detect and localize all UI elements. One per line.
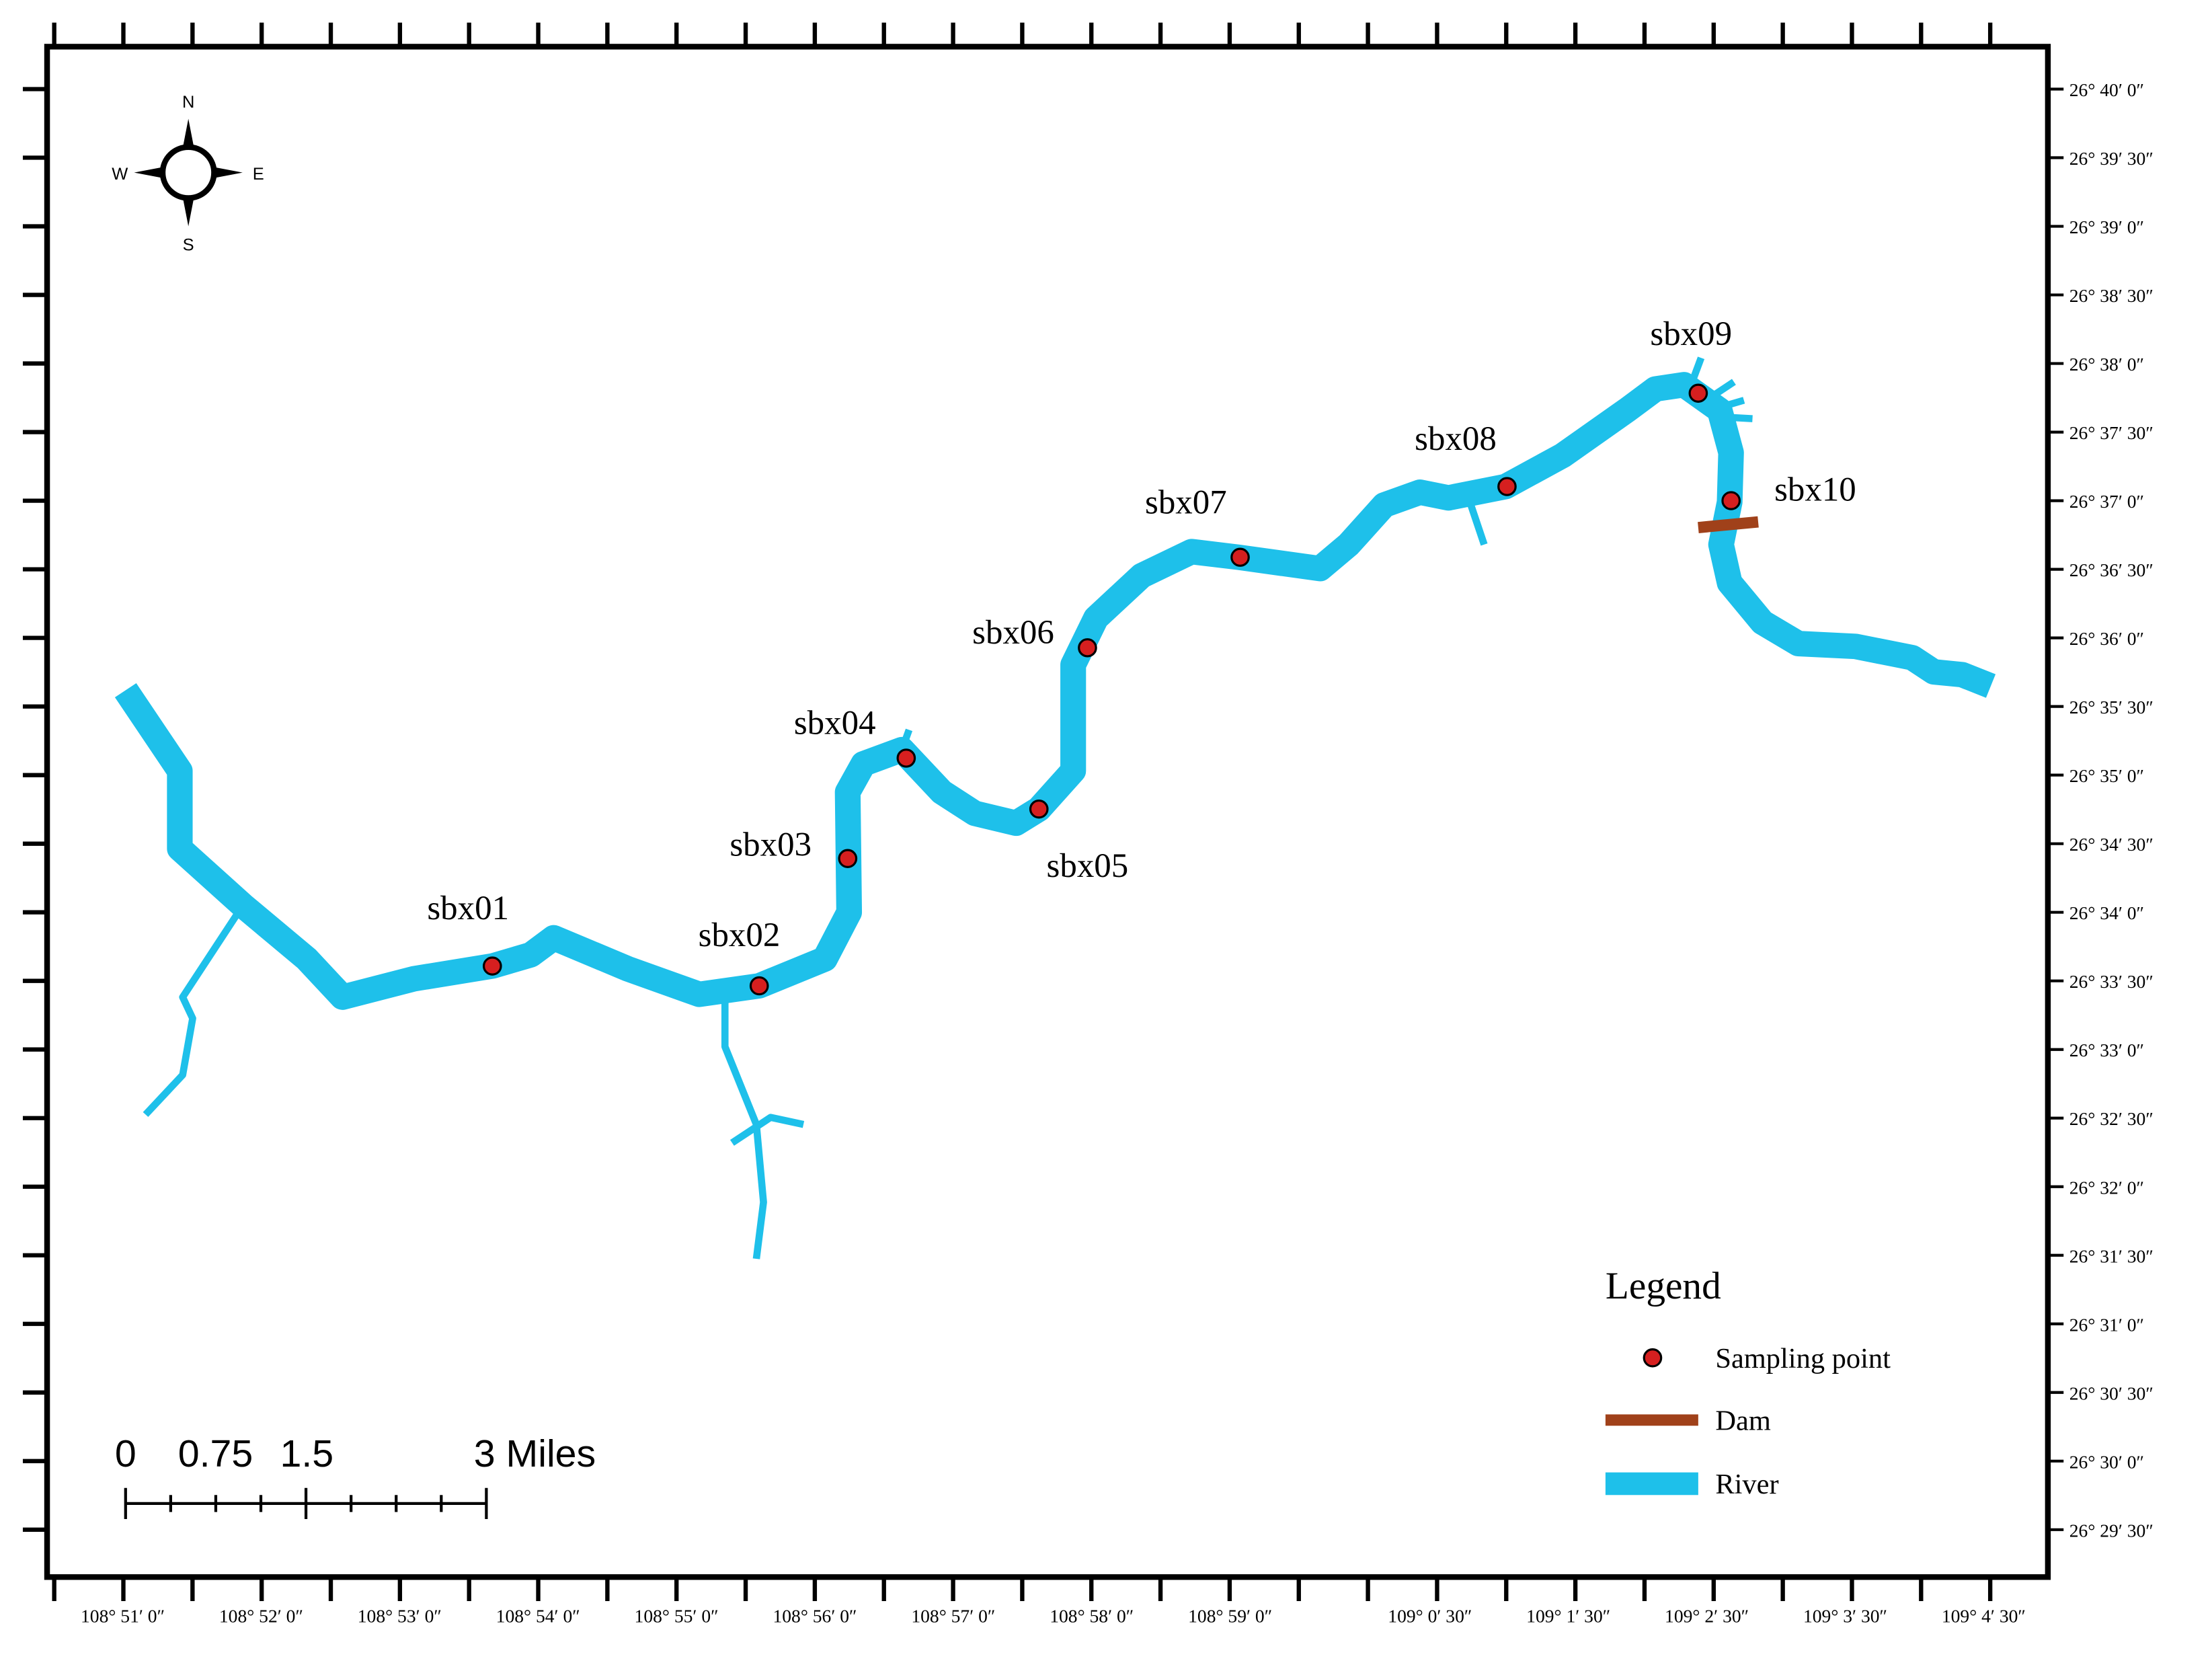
- point-label: sbx06: [972, 613, 1054, 651]
- tributary: [1719, 397, 1745, 411]
- sampling-point: [896, 748, 916, 768]
- longitude-label: 109° 4′ 30″: [1942, 1606, 2026, 1627]
- point-label: sbx02: [699, 916, 781, 954]
- longitude-label: 109° 1′ 30″: [1526, 1606, 1610, 1627]
- legend: Legend Sampling point Dam River: [1605, 1265, 1891, 1500]
- sampling-points: sbx01 sbx02 sbx03 sbx04 sbx05 sbx06 sbx07 sbx08…: [427, 315, 1856, 996]
- tributary: [1710, 379, 1736, 399]
- point-label: sbx01: [427, 889, 509, 927]
- latitude-label: 26° 39′ 0″: [2069, 217, 2144, 237]
- latitude-label: 26° 31′ 30″: [2069, 1246, 2154, 1266]
- tributary: [1466, 501, 1488, 546]
- latitude-label: 26° 37′ 0″: [2069, 492, 2144, 512]
- point-label: sbx04: [794, 704, 876, 742]
- legend-label: Dam: [1715, 1405, 1771, 1437]
- scale-label: 1.5: [280, 1432, 334, 1475]
- dam: [1698, 516, 1759, 533]
- point-label: sbx03: [729, 826, 812, 863]
- longitude-label: 108° 59′ 0″: [1188, 1606, 1272, 1627]
- scale-label: 0.75: [178, 1432, 253, 1475]
- latitude-label: 26° 30′ 0″: [2069, 1452, 2144, 1472]
- river: [114, 356, 1996, 1259]
- legend-symbol: [1605, 1472, 1698, 1496]
- scale-bar: 0 0.75 1.5 3 Miles: [115, 1432, 596, 1520]
- longitude-label: 108° 56′ 0″: [773, 1606, 857, 1627]
- sampling-point: [482, 956, 502, 976]
- latitude-label: 26° 38′ 30″: [2069, 286, 2154, 306]
- sampling-point: [1029, 799, 1049, 819]
- tributary: [1727, 414, 1753, 422]
- longitude-label: 108° 57′ 0″: [911, 1606, 995, 1627]
- longitude-label: 109° 2′ 30″: [1665, 1606, 1749, 1627]
- sampling-point: [1497, 477, 1517, 496]
- sampling-point: [1230, 547, 1250, 567]
- latitude-label: 26° 36′ 30″: [2069, 560, 2154, 580]
- sampling-point: [1721, 491, 1741, 510]
- longitude-label: 109° 3′ 30″: [1803, 1606, 1887, 1627]
- longitude-label: 108° 52′ 0″: [219, 1606, 303, 1627]
- legend-label: Sampling point: [1715, 1343, 1891, 1374]
- point-label: sbx09: [1650, 315, 1732, 352]
- latitude-label: 26° 35′ 30″: [2069, 697, 2154, 717]
- legend-title: Legend: [1606, 1265, 1721, 1307]
- point-label: sbx05: [1047, 847, 1129, 884]
- latitude-label: 26° 34′ 30″: [2069, 834, 2154, 855]
- sampling-point: [838, 849, 858, 868]
- longitude-label: 109° 0′ 30″: [1388, 1606, 1472, 1627]
- longitude-label: 108° 53′ 0″: [358, 1606, 442, 1627]
- latitude-label: 26° 30′ 30″: [2069, 1383, 2154, 1403]
- longitude-label: 108° 54′ 0″: [496, 1606, 580, 1627]
- compass: N S W E: [112, 93, 264, 254]
- latitude-label: 26° 29′ 30″: [2069, 1520, 2154, 1541]
- compass-n: N: [182, 93, 194, 112]
- latitude-label: 26° 32′ 30″: [2069, 1109, 2154, 1129]
- latitude-label: 26° 36′ 0″: [2069, 629, 2144, 649]
- point-label: sbx08: [1415, 420, 1497, 457]
- latitude-label: 26° 31′ 0″: [2069, 1315, 2144, 1335]
- legend-label: River: [1715, 1469, 1778, 1500]
- latitude-label: 26° 33′ 30″: [2069, 972, 2154, 992]
- scale-label: 0: [115, 1432, 136, 1475]
- latitude-label: 26° 34′ 0″: [2069, 903, 2144, 923]
- latitude-label: 26° 40′ 0″: [2069, 80, 2144, 100]
- graticule-ticks: 26° 40′ 0″ 26° 39′ 30″ 26° 39′ 0″ 26° 38′ 3…: [22, 22, 2154, 1627]
- main-channel: [114, 372, 1996, 1010]
- scale-label: 3 Miles: [474, 1432, 596, 1475]
- sampling-point: [1688, 383, 1708, 403]
- latitude-label: 26° 39′ 30″: [2069, 149, 2154, 169]
- tributary: [729, 1114, 805, 1146]
- latitude-label: 26° 33′ 0″: [2069, 1040, 2144, 1060]
- tributary: [1688, 356, 1705, 386]
- tributary: [898, 728, 913, 751]
- compass-s: S: [183, 235, 194, 254]
- point-label: sbx10: [1774, 471, 1856, 508]
- latitude-label: 26° 37′ 30″: [2069, 423, 2154, 443]
- tributary: [143, 910, 241, 1118]
- sampling-point: [1078, 638, 1097, 658]
- sampling-point: [749, 976, 769, 996]
- compass-e: E: [253, 165, 264, 184]
- compass-w: W: [112, 165, 128, 184]
- latitude-label: 26° 35′ 0″: [2069, 766, 2144, 786]
- longitude-label: 108° 55′ 0″: [635, 1606, 719, 1627]
- latitude-label: 26° 38′ 0″: [2069, 354, 2144, 375]
- legend-symbol: [1643, 1348, 1663, 1368]
- point-label: sbx07: [1145, 483, 1227, 521]
- longitude-label: 108° 58′ 0″: [1050, 1606, 1134, 1627]
- compass-ring: [159, 144, 217, 201]
- longitude-label: 108° 51′ 0″: [81, 1606, 165, 1627]
- latitude-label: 26° 32′ 0″: [2069, 1177, 2144, 1198]
